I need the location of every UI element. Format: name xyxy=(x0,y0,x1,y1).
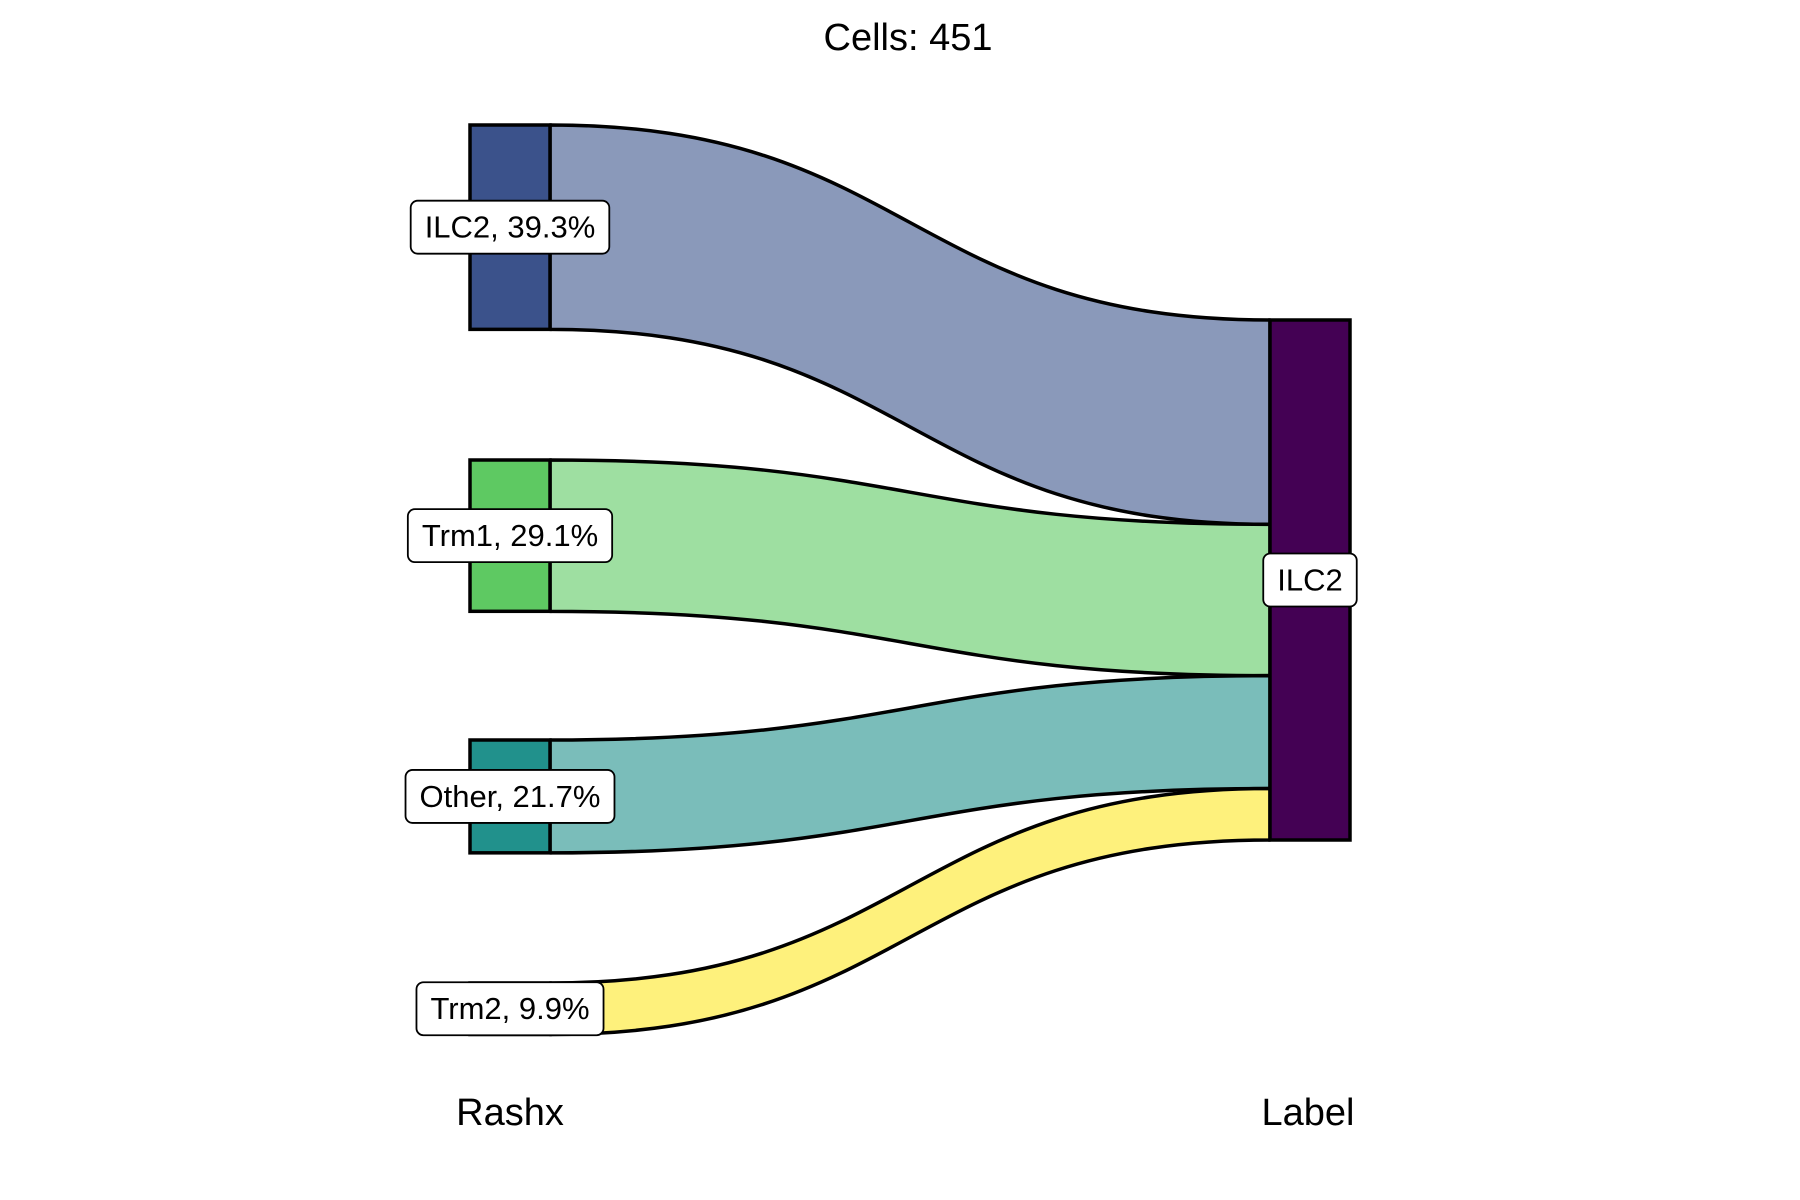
axis-label-right: Label xyxy=(1262,1092,1355,1134)
chart-title: Cells: 451 xyxy=(824,17,993,59)
flows-layer xyxy=(548,123,1272,1037)
left-label-trm1: Trm1, 29.1% xyxy=(406,508,614,564)
left-label-trm2: Trm2, 9.9% xyxy=(415,981,605,1037)
left-label-other-box xyxy=(404,769,616,824)
labels-layer: ILC2, 39.3% Trm1, 29.1% Other, 21.7% Trm2, … xyxy=(404,199,1358,1037)
left-label-trm2-text: Trm2, 9.9% xyxy=(430,991,589,1026)
left-label-trm1-text: Trm1, 29.1% xyxy=(422,518,598,553)
left-label-ilc2-box xyxy=(409,199,611,255)
right-label-ilc2-box xyxy=(1262,552,1358,608)
axis-label-left: Rashx xyxy=(456,1092,564,1134)
right-label-ilc2: ILC2 xyxy=(1262,552,1358,608)
left-label-ilc2: ILC2, 39.3% xyxy=(409,199,611,255)
left-label-trm1-box xyxy=(406,508,614,564)
right-label-ilc2-text: ILC2 xyxy=(1277,563,1342,598)
left-label-ilc2-text: ILC2, 39.3% xyxy=(425,210,596,245)
left-label-other-text: Other, 21.7% xyxy=(420,779,601,814)
left-label-other: Other, 21.7% xyxy=(404,769,616,824)
left-label-trm2-box xyxy=(415,981,605,1037)
